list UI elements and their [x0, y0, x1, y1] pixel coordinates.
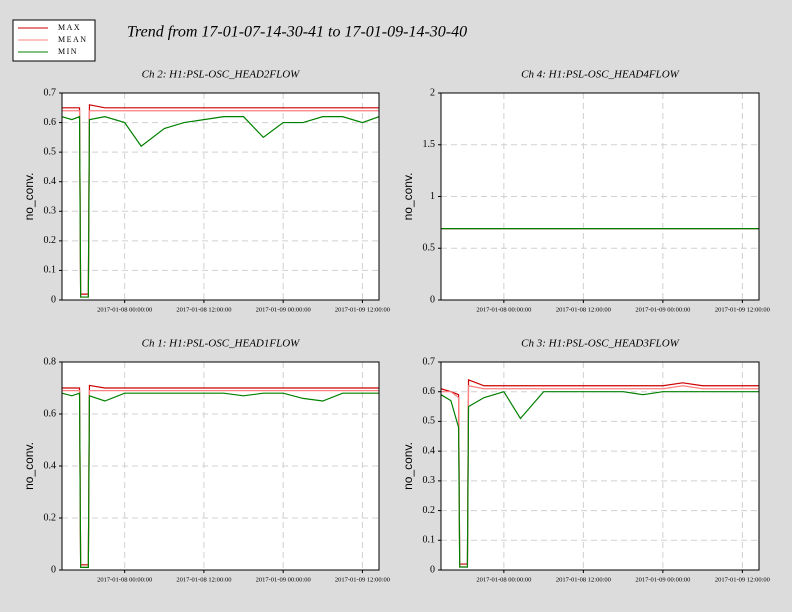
- y-axis-label: no_conv.: [22, 173, 36, 221]
- y-axis-label: no_conv.: [22, 442, 36, 490]
- x-tick-label: 2017-01-09 12:00:00: [335, 576, 390, 583]
- x-tick-label: 2017-01-09 12:00:00: [715, 576, 770, 583]
- y-tick-label: 0.6: [423, 386, 436, 397]
- legend-label: MIN: [58, 47, 78, 56]
- series-line: [62, 384, 379, 566]
- plot-frame: [61, 92, 380, 301]
- y-tick-label: 0.3: [44, 206, 57, 217]
- chart-title: Ch 4: H1:PSL-OSC_HEAD4FLOW: [521, 69, 679, 81]
- x-tick-label: 2017-01-08 00:00:00: [97, 576, 152, 583]
- y-tick-label: 0.7: [423, 356, 436, 367]
- y-tick-label: 0.2: [423, 505, 436, 516]
- x-tick-label: 2017-01-09 12:00:00: [335, 306, 390, 313]
- x-tick-label: 2017-01-09 00:00:00: [635, 306, 690, 313]
- y-tick-label: 0: [51, 564, 56, 575]
- y-tick-label: 0.6: [44, 408, 57, 419]
- x-tick-label: 2017-01-08 00:00:00: [476, 576, 531, 583]
- chart-title: Ch 3: H1:PSL-OSC_HEAD3FLOW: [521, 338, 679, 350]
- x-tick-label: 2017-01-08 12:00:00: [556, 576, 611, 583]
- series-line: [61, 115, 380, 298]
- y-tick-label: 0.2: [44, 235, 57, 246]
- y-tick-label: 0.5: [423, 243, 436, 254]
- y-tick-label: 0.5: [44, 146, 57, 157]
- figure-title: Trend from 17-01-07-14-30-41 to 17-01-09…: [127, 24, 467, 41]
- chart-title: Ch 1: H1:PSL-OSC_HEAD1FLOW: [142, 338, 300, 350]
- series-line: [440, 378, 759, 565]
- y-tick-label: 0.5: [423, 416, 436, 427]
- y-axis-label: no_conv.: [401, 442, 415, 490]
- x-tick-label: 2017-01-08 12:00:00: [176, 576, 231, 583]
- x-tick-label: 2017-01-09 00:00:00: [256, 576, 311, 583]
- y-tick-label: 0.1: [423, 535, 436, 546]
- y-tick-label: 0.3: [423, 475, 436, 486]
- y-tick-label: 0.4: [423, 445, 436, 456]
- y-tick-label: 0.4: [44, 460, 57, 471]
- series-line: [62, 104, 379, 295]
- plot-area: [441, 362, 759, 570]
- x-tick-label: 2017-01-08 12:00:00: [556, 306, 611, 313]
- y-tick-label: 0: [430, 294, 435, 305]
- y-tick-label: 0.6: [44, 117, 57, 128]
- plot-frame: [61, 361, 380, 571]
- plot-frame: [440, 92, 760, 301]
- y-tick-label: 1.5: [423, 139, 436, 150]
- series-line: [440, 391, 759, 568]
- x-tick-label: 2017-01-09 00:00:00: [256, 306, 311, 313]
- y-tick-label: 0.1: [44, 265, 57, 276]
- plot-area: [62, 93, 379, 300]
- y-tick-label: 0: [51, 294, 56, 305]
- y-axis-label: no_conv.: [401, 173, 415, 221]
- legend-label: MEAN: [58, 35, 88, 44]
- y-tick-label: 0.8: [44, 356, 57, 367]
- y-tick-label: 0.2: [44, 512, 57, 523]
- series-line: [61, 392, 379, 568]
- x-tick-label: 2017-01-08 00:00:00: [97, 306, 152, 313]
- legend-label: MAX: [58, 23, 81, 32]
- x-tick-label: 2017-01-08 00:00:00: [476, 306, 531, 313]
- y-tick-label: 2: [430, 87, 435, 98]
- y-tick-label: 0: [430, 564, 435, 575]
- x-tick-label: 2017-01-09 00:00:00: [635, 576, 690, 583]
- y-tick-label: 0.4: [44, 176, 57, 187]
- y-tick-label: 1: [430, 191, 435, 202]
- chart-title: Ch 2: H1:PSL-OSC_HEAD2FLOW: [142, 69, 300, 81]
- y-tick-label: 0.7: [44, 87, 57, 98]
- plot-frame: [440, 361, 760, 571]
- x-tick-label: 2017-01-08 12:00:00: [176, 306, 231, 313]
- x-tick-label: 2017-01-09 12:00:00: [715, 306, 770, 313]
